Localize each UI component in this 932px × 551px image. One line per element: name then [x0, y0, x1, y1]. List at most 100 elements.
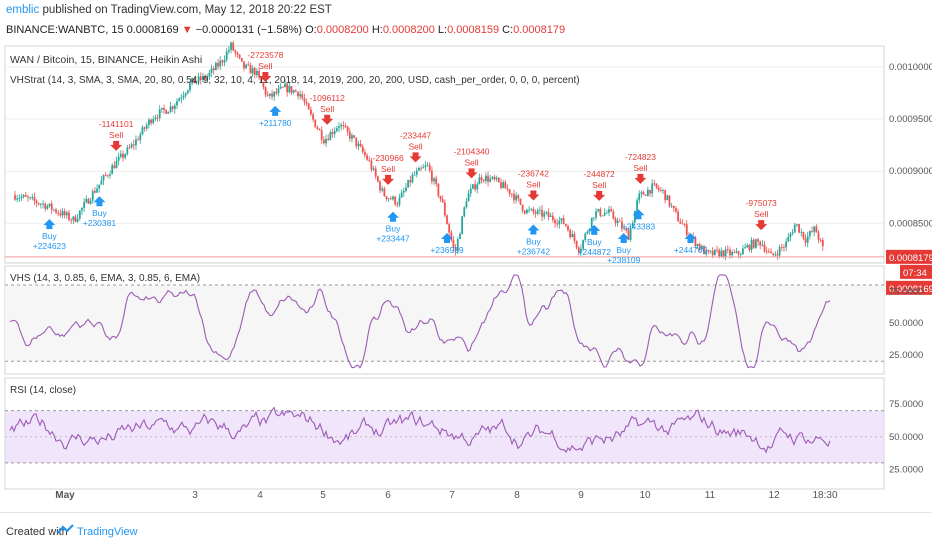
chart-canvas[interactable]: 0.0010000 0.0009500 0.0009000 0.0008500 0.00…: [0, 0, 932, 512]
candle-body: [608, 209, 610, 213]
vhs-series-line: [9, 274, 831, 369]
candle-body: [484, 175, 487, 181]
candle-body: [214, 63, 217, 71]
publish-info: emblic published on TradingView.com, May…: [6, 4, 332, 16]
candle-body: [595, 211, 597, 218]
candle-body: [72, 216, 75, 221]
candle-body: [236, 52, 239, 55]
candle-body: [707, 249, 710, 252]
candle-body: [666, 195, 669, 201]
candle-body: [381, 188, 384, 191]
candle-body: [361, 146, 364, 153]
sell-signal-label: Sell: [754, 209, 768, 219]
candle-body: [184, 93, 187, 96]
buy-signal-label: Buy: [42, 231, 57, 241]
candle-body: [472, 184, 474, 189]
candle-body: [651, 183, 654, 194]
candle-body: [523, 210, 526, 214]
candle-body: [545, 212, 548, 213]
candle-body: [698, 244, 701, 250]
candle-body: [154, 117, 157, 120]
sell-signal-amount: -2104340: [454, 146, 490, 156]
sell-signal-amount: -230966: [372, 153, 403, 163]
candle-body: [554, 220, 556, 224]
candle-body: [310, 109, 312, 115]
candle-body: [428, 164, 431, 171]
candle-body: [230, 42, 232, 50]
countdown-tag: [900, 264, 932, 279]
candle-body: [662, 190, 664, 191]
candle-body: [55, 209, 57, 213]
sell-arrow-icon: [382, 174, 395, 185]
candle-body: [610, 209, 613, 212]
author-link[interactable]: emblic: [6, 4, 40, 16]
candle-body: [538, 209, 541, 211]
osc-tick-label: 75.0000: [889, 286, 923, 297]
candle-body: [605, 212, 608, 214]
candle-body: [638, 193, 641, 201]
candle-body: [625, 228, 628, 231]
candle-body: [504, 182, 507, 189]
candle-body: [694, 236, 697, 247]
candle-body: [742, 248, 744, 255]
candle-body: [135, 139, 137, 146]
candle-body: [811, 231, 813, 232]
candle-body: [74, 216, 77, 222]
candle-body: [465, 201, 468, 208]
candle-body: [580, 248, 582, 253]
candle-body: [746, 245, 749, 248]
x-tick-label: 9: [578, 490, 584, 501]
candle-body: [379, 181, 381, 191]
x-tick-label: 5: [320, 490, 326, 501]
candle-body: [104, 175, 107, 177]
candle-body: [618, 220, 621, 222]
candle-body: [521, 204, 524, 211]
candle-body: [461, 216, 464, 234]
sell-signal-label: Sell: [109, 130, 123, 140]
candle-body: [482, 179, 485, 181]
candle-body: [532, 208, 535, 213]
candle-body: [761, 244, 764, 246]
candle-body: [778, 246, 781, 256]
candle-body: [530, 208, 533, 210]
candle-body: [322, 139, 325, 144]
candle-body: [158, 109, 161, 118]
pane-1-frame: [4, 45, 885, 264]
candle-body: [366, 155, 368, 160]
tradingview-logo-icon[interactable]: [57, 523, 75, 537]
candle-body: [42, 203, 44, 205]
last-price: 0.0008169: [126, 24, 179, 36]
candle-body: [573, 233, 576, 241]
x-tick-label: 4: [257, 490, 263, 501]
candle-body: [150, 119, 152, 124]
candle-body: [776, 254, 779, 256]
candle-body: [100, 180, 103, 185]
candle-body: [668, 195, 671, 207]
buy-arrow-icon: [441, 233, 453, 243]
candle-body: [24, 195, 27, 197]
candle-body: [98, 184, 101, 189]
candle-body: [385, 196, 388, 200]
candle-body: [787, 237, 790, 242]
candle-body: [733, 252, 736, 253]
candle-body: [478, 177, 481, 185]
candle-body: [50, 203, 53, 210]
tradingview-brand[interactable]: TradingView: [77, 526, 138, 538]
x-tick-label: 7: [449, 490, 455, 501]
candle-body: [437, 183, 440, 196]
candle-body: [165, 109, 168, 114]
candle-body: [640, 192, 643, 194]
x-tick-label: 10: [639, 490, 651, 501]
candle-body: [40, 204, 42, 205]
candle-body: [271, 93, 273, 97]
candle-body: [260, 76, 263, 83]
candle-body: [117, 156, 120, 161]
candle-body: [590, 217, 593, 229]
sell-signal-amount: -724823: [625, 152, 656, 162]
candle-body: [290, 85, 293, 93]
candle-body: [420, 167, 422, 169]
candle-body: [126, 147, 129, 155]
candle-body: [106, 175, 109, 177]
candle-body: [173, 105, 176, 110]
candle-body: [83, 202, 86, 208]
